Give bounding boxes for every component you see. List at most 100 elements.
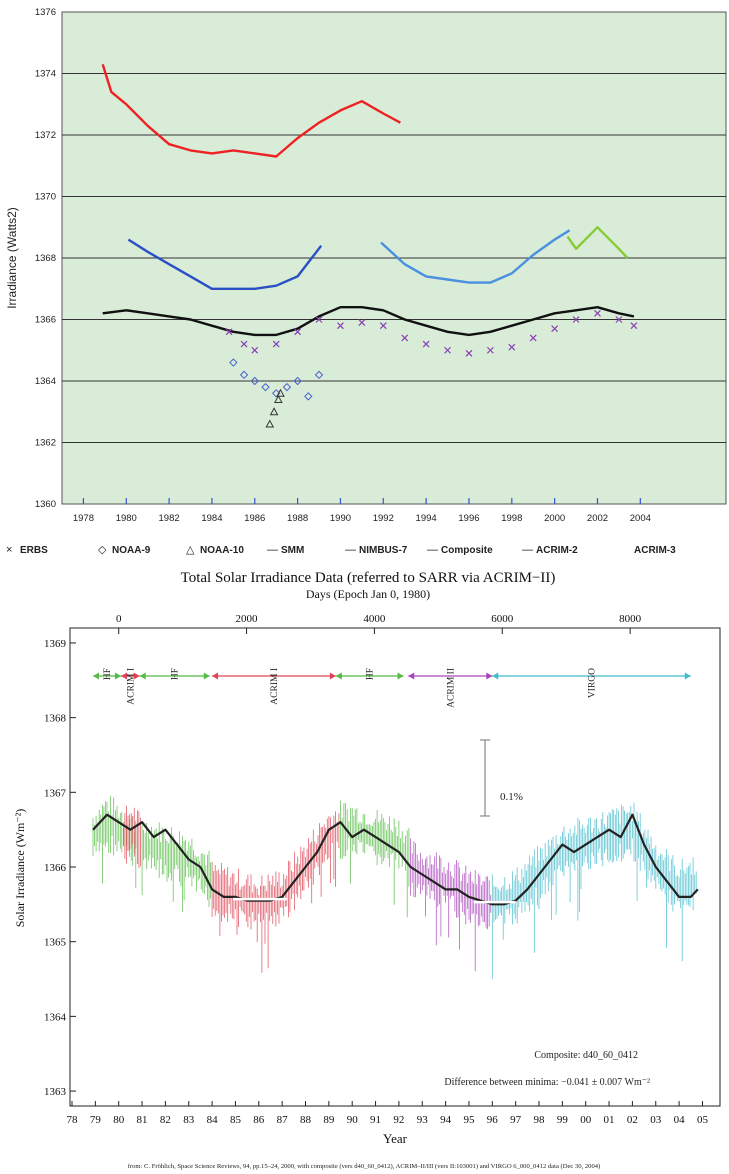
instrument-arrow-left xyxy=(492,672,499,680)
top-point-noaa9 xyxy=(304,392,313,401)
top-point-noaa10 xyxy=(265,419,275,428)
top-series-line-4 xyxy=(102,306,635,337)
legend-marker-3: — xyxy=(267,544,278,556)
instrument-label-1: ACRIM I xyxy=(126,668,136,705)
top-point-noaa10 xyxy=(276,388,285,397)
top-point-erbs xyxy=(508,343,516,351)
top-series-line-3 xyxy=(566,226,629,259)
top-day-tick-label: 8000 xyxy=(619,613,642,625)
instrument-arrow-right xyxy=(684,672,691,680)
legend-label-2: NOAA-10 xyxy=(200,545,244,556)
composite-line xyxy=(92,813,699,906)
bottom-x-tick-label: 92 xyxy=(393,1114,404,1126)
top-point-erbs xyxy=(572,316,580,323)
top-point-erbs xyxy=(315,316,323,323)
top-point-erbs xyxy=(401,334,409,342)
top-point-noaa9 xyxy=(229,358,238,367)
source-note: from: C. Fröhlich, Space Science Reviews… xyxy=(128,1163,601,1170)
top-day-tick-label: 0 xyxy=(116,613,122,625)
legend-marker-2: △ xyxy=(186,544,195,556)
bottom-x-tick-label: 94 xyxy=(440,1114,452,1126)
top-point-erbs xyxy=(444,346,451,354)
instrument-label-4: HF xyxy=(366,668,376,680)
top-point-erbs xyxy=(272,340,280,348)
bottom-x-tick-label: 00 xyxy=(580,1114,592,1126)
bottom-y-axis-label: Solar Irradiance (Wm⁻²) xyxy=(13,809,27,928)
top-x-tick-label: 1996 xyxy=(458,513,479,524)
minima-annotation: Difference between minima: −0.041 ± 0.00… xyxy=(444,1077,650,1088)
bottom-x-tick-label: 03 xyxy=(650,1114,662,1126)
scale-bar-label: 0.1% xyxy=(500,791,523,803)
top-point-erbs xyxy=(594,309,601,317)
top-x-tick-label: 1978 xyxy=(73,513,94,524)
legend-marker-1: ◇ xyxy=(98,544,107,556)
instrument-arrow-right xyxy=(486,672,493,680)
top-point-noaa9 xyxy=(250,376,259,386)
top-y-tick-label: 1374 xyxy=(35,69,56,80)
top-point-noaa9 xyxy=(282,382,292,392)
bottom-x-tick-label: 89 xyxy=(323,1114,335,1126)
legend-label-0: ERBS xyxy=(20,545,48,556)
top-point-noaa9 xyxy=(314,370,324,380)
top-series-line-2 xyxy=(380,229,571,284)
top-y-tick-label: 1372 xyxy=(35,130,56,141)
bottom-x-tick-label: 04 xyxy=(674,1114,686,1126)
bottom-x-tick-label: 91 xyxy=(370,1114,381,1126)
instrument-arrow-right xyxy=(203,672,210,680)
top-day-tick-label: 2000 xyxy=(236,613,259,625)
bottom-x-tick-label: 01 xyxy=(604,1114,615,1126)
bottom-x-tick-label: 85 xyxy=(230,1114,242,1126)
bottom-y-tick-label: 1368 xyxy=(44,713,67,725)
bottom-x-tick-label: 95 xyxy=(463,1114,475,1126)
top-x-tick-label: 1986 xyxy=(244,513,265,524)
instrument-arrow-right xyxy=(329,672,336,680)
top-y-tick-label: 1370 xyxy=(35,192,56,203)
bottom-x-tick-label: 98 xyxy=(534,1114,546,1126)
top-y-tick-label: 1362 xyxy=(35,438,56,449)
instrument-label-6: VIRGO xyxy=(588,668,598,698)
top-point-erbs xyxy=(358,319,366,326)
top-point-erbs xyxy=(422,340,430,348)
instrument-arrow-left xyxy=(93,672,100,680)
top-day-tick-label: 4000 xyxy=(363,613,386,625)
bottom-x-tick-label: 78 xyxy=(67,1114,79,1126)
instrument-label-2: HF xyxy=(171,668,181,680)
instrument-arrow-right xyxy=(133,672,140,680)
legend-marker-5: — xyxy=(427,544,438,556)
bottom-chart: Total Solar Irradiance Data (referred to… xyxy=(13,570,721,1146)
bottom-y-tick-label: 1366 xyxy=(44,862,67,874)
top-axis-label: Days (Epoch Jan 0, 1980) xyxy=(306,587,430,601)
top-x-tick-label: 1984 xyxy=(201,513,222,524)
legend-marker-6: — xyxy=(522,544,533,556)
bottom-plot-area xyxy=(69,627,721,1107)
top-x-tick-label: 2000 xyxy=(544,513,565,524)
top-point-noaa9 xyxy=(293,376,302,386)
bottom-x-tick-label: 84 xyxy=(207,1114,219,1126)
top-y-tick-label: 1360 xyxy=(35,499,56,510)
instrument-arrow-left xyxy=(212,672,219,680)
legend-label-1: NOAA-9 xyxy=(112,545,151,556)
bottom-x-tick-label: 93 xyxy=(417,1114,429,1126)
top-legend: × ERBS ◇ NOAA-9 △ NOAA-10— SMM — NIMBUS-7— Compos… xyxy=(6,544,676,556)
top-y-tick-label: 1368 xyxy=(35,253,56,264)
instrument-arrow-left xyxy=(335,672,342,680)
instrument-label-3: ACRIM I xyxy=(270,668,280,705)
top-point-erbs xyxy=(251,346,259,354)
instrument-arrow-left xyxy=(139,672,146,680)
bottom-x-tick-label: 05 xyxy=(697,1114,709,1126)
top-x-tick-label: 1990 xyxy=(330,513,351,524)
instrument-label-0: HF xyxy=(103,668,113,680)
top-point-erbs xyxy=(294,328,302,336)
bottom-x-tick-label: 87 xyxy=(277,1114,289,1126)
bottom-x-tick-label: 81 xyxy=(137,1114,148,1126)
top-x-tick-label: 1988 xyxy=(287,513,308,524)
bottom-x-tick-label: 82 xyxy=(160,1114,171,1126)
top-y-tick-label: 1376 xyxy=(35,7,56,18)
top-x-tick-label: 2002 xyxy=(587,513,608,524)
bottom-x-tick-label: 96 xyxy=(487,1114,499,1126)
bottom-y-tick-label: 1367 xyxy=(44,787,67,799)
composite-annotation: Composite: d40_60_0412 xyxy=(534,1050,638,1061)
top-x-tick-label: 1994 xyxy=(416,513,437,524)
top-point-erbs xyxy=(225,328,233,336)
irradiance-trace-1 xyxy=(123,805,141,868)
